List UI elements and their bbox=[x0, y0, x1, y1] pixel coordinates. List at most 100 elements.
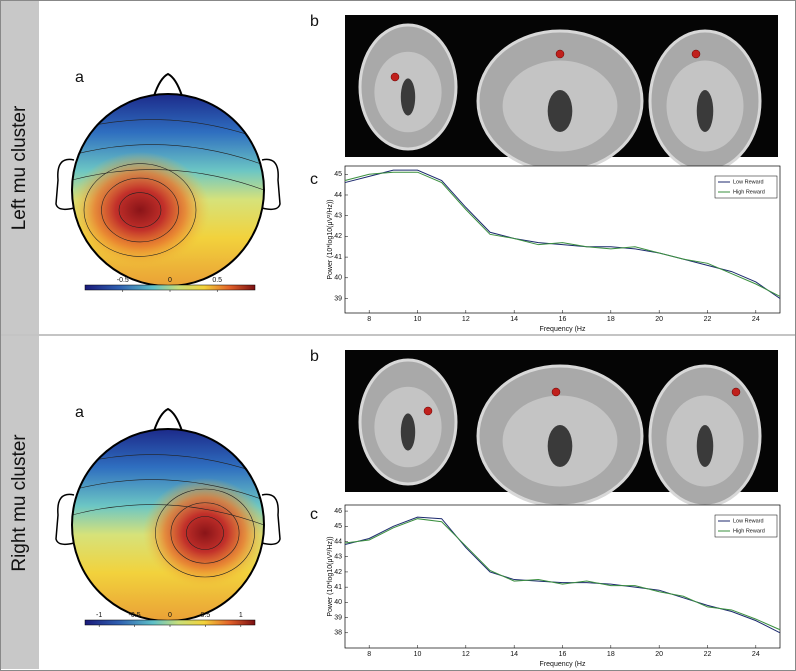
y-tick-label: 40 bbox=[334, 275, 342, 282]
y-tick-label: 43 bbox=[334, 554, 342, 561]
colorbar-tick-label: 0.5 bbox=[201, 612, 211, 619]
topoplot bbox=[72, 429, 264, 621]
x-tick-label: 14 bbox=[510, 316, 518, 323]
legend-label: High Reward bbox=[733, 189, 765, 195]
x-tick-label: 24 bbox=[752, 651, 760, 658]
contour bbox=[118, 192, 162, 228]
x-tick-label: 18 bbox=[607, 651, 615, 658]
contour bbox=[101, 177, 179, 243]
x-tick-label: 20 bbox=[655, 651, 663, 658]
dipole bbox=[555, 49, 565, 59]
y-tick-label: 39 bbox=[334, 295, 342, 302]
legend-label: Low Reward bbox=[733, 179, 764, 185]
legend-box bbox=[714, 175, 778, 199]
topo-peak bbox=[72, 152, 210, 268]
ear bbox=[261, 493, 281, 546]
y-axis-label: Power (10*log10(μV²/Hz)) bbox=[327, 199, 334, 279]
series-line bbox=[344, 171, 781, 297]
dipole bbox=[551, 387, 561, 397]
x-tick-label: 22 bbox=[704, 316, 712, 323]
x-tick-label: 12 bbox=[462, 651, 470, 658]
x-tick-label: 10 bbox=[414, 316, 422, 323]
contour bbox=[72, 169, 264, 191]
y-tick-label: 45 bbox=[334, 171, 342, 178]
x-tick-label: 20 bbox=[655, 316, 663, 323]
x-tick-label: 16 bbox=[559, 651, 567, 658]
nose bbox=[153, 72, 183, 97]
y-tick-label: 46 bbox=[334, 508, 342, 515]
colorbar-tick-label: -0.5 bbox=[117, 277, 129, 284]
contour bbox=[83, 163, 197, 257]
contour bbox=[72, 479, 264, 501]
row-label: Right mu cluster bbox=[9, 434, 30, 572]
x-tick-label: 12 bbox=[462, 316, 470, 323]
series-line bbox=[344, 518, 781, 631]
y-tick-label: 42 bbox=[334, 569, 342, 576]
x-tick-label: 14 bbox=[510, 651, 518, 658]
y-tick-label: 40 bbox=[334, 599, 342, 606]
y-tick-label: 38 bbox=[334, 630, 342, 637]
row-label: Left mu cluster bbox=[9, 105, 30, 230]
dipole bbox=[691, 49, 701, 59]
x-tick-label: 24 bbox=[752, 316, 760, 323]
x-axis-label: Frequency (Hz bbox=[540, 661, 586, 668]
legend-label: Low Reward bbox=[733, 518, 764, 524]
plot-area bbox=[344, 504, 781, 649]
x-axis-label: Frequency (Hz bbox=[540, 326, 586, 333]
colorbar bbox=[84, 619, 256, 626]
panel-letter: a bbox=[75, 69, 84, 86]
colorbar-tick-label: 0.5 bbox=[212, 277, 222, 284]
mri-ventricle bbox=[547, 425, 573, 467]
y-axis-label: Power (10*log10(μV²/Hz)) bbox=[327, 536, 334, 616]
contour bbox=[72, 504, 264, 526]
colorbar-tick-label: -0.5 bbox=[129, 612, 141, 619]
y-tick-label: 43 bbox=[334, 213, 342, 220]
colorbar-tick-label: 0 bbox=[168, 277, 172, 284]
label-strip bbox=[1, 1, 39, 334]
panel-letter: c bbox=[310, 506, 318, 523]
series-line bbox=[344, 169, 781, 299]
plot-area bbox=[344, 165, 781, 314]
y-tick-label: 45 bbox=[334, 523, 342, 530]
x-tick-label: 8 bbox=[367, 316, 371, 323]
ear bbox=[261, 158, 281, 211]
panel-letter: b bbox=[310, 13, 319, 30]
legend-label: High Reward bbox=[733, 528, 765, 534]
contour bbox=[155, 488, 255, 578]
series-line bbox=[344, 516, 781, 634]
dipole bbox=[423, 406, 433, 416]
mri-ventricle bbox=[696, 90, 714, 132]
dipole bbox=[390, 72, 400, 82]
contour bbox=[186, 516, 224, 550]
panel-letter: a bbox=[75, 404, 84, 421]
label-strip bbox=[1, 336, 39, 669]
x-tick-label: 16 bbox=[559, 316, 567, 323]
ear bbox=[55, 158, 75, 211]
y-tick-label: 42 bbox=[334, 233, 342, 240]
x-tick-label: 8 bbox=[367, 651, 371, 658]
panel-letter: c bbox=[310, 171, 318, 188]
legend-box bbox=[714, 514, 778, 538]
x-tick-label: 10 bbox=[414, 651, 422, 658]
mri-ventricle bbox=[547, 90, 573, 132]
y-tick-label: 41 bbox=[334, 584, 342, 591]
panel-letter: b bbox=[310, 348, 319, 365]
nose bbox=[153, 407, 183, 432]
dipole bbox=[731, 387, 741, 397]
mri-ventricle bbox=[696, 425, 714, 467]
x-tick-label: 22 bbox=[704, 651, 712, 658]
colorbar-tick-label: -1 bbox=[96, 612, 102, 619]
mri-ventricle bbox=[400, 413, 416, 451]
y-tick-label: 39 bbox=[334, 614, 342, 621]
colorbar-tick-label: 1 bbox=[239, 612, 243, 619]
y-tick-label: 41 bbox=[334, 254, 342, 261]
contour bbox=[170, 502, 240, 564]
x-tick-label: 18 bbox=[607, 316, 615, 323]
contour bbox=[72, 144, 264, 166]
y-tick-label: 44 bbox=[334, 192, 342, 199]
ear bbox=[55, 493, 75, 546]
y-tick-label: 44 bbox=[334, 538, 342, 545]
colorbar bbox=[84, 284, 256, 291]
topoplot bbox=[72, 94, 264, 286]
